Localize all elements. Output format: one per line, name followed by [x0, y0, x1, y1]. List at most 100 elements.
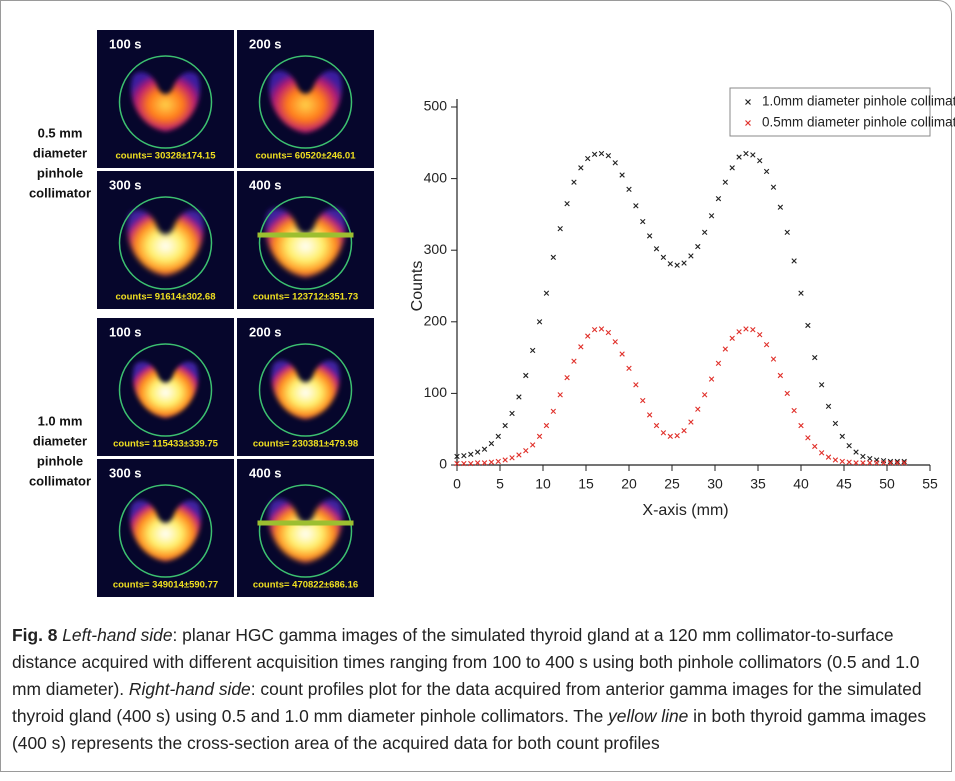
x-axis-label: X-axis (mm): [642, 502, 728, 519]
data-point: [708, 376, 715, 382]
data-point: [701, 229, 708, 235]
data-point: [626, 186, 632, 193]
data-point: [488, 440, 495, 447]
data-point: [750, 152, 756, 158]
data-point: [550, 408, 557, 414]
x-tick-label: 30: [707, 476, 723, 492]
data-point: [619, 172, 625, 178]
roi-circle: [258, 55, 353, 149]
data-point: [516, 394, 522, 400]
data-point: [543, 422, 550, 429]
data-point: [867, 455, 873, 462]
data-point: [564, 200, 570, 207]
data-point: [653, 246, 660, 252]
data-point: [585, 333, 591, 339]
data-point: [743, 326, 749, 332]
data-point: [667, 433, 673, 440]
caption-text: : planar HGC gamma images of the simulat…: [12, 625, 920, 699]
data-point: [605, 329, 612, 336]
data-point: [585, 155, 591, 162]
data-point: [640, 218, 646, 225]
data-point: [646, 233, 653, 239]
thyroid-image: [268, 498, 343, 563]
data-point: [454, 453, 460, 460]
roi-circle: [258, 196, 353, 290]
thyroid-image: [271, 360, 340, 420]
data-point: [660, 254, 667, 261]
thyroid-image: [130, 72, 201, 132]
data-point: [468, 451, 474, 457]
data-point: [674, 262, 680, 268]
tile-counts: counts= 115433±339.75: [113, 439, 218, 450]
data-point: [626, 365, 632, 372]
image-tile: 400 s counts= 123712±351.73: [237, 171, 374, 309]
caption: Fig. 8 Left-hand side: planar HGC gamma …: [12, 622, 944, 757]
data-point: [495, 433, 501, 440]
data-point: [853, 460, 859, 466]
tile-time: 400 s: [249, 177, 282, 192]
tile-time: 100 s: [109, 36, 142, 51]
data-point: [695, 406, 701, 412]
data-point: [591, 326, 598, 333]
data-point: [502, 457, 508, 463]
caption-text: Left-hand side: [62, 625, 173, 645]
x-tick-label: 35: [750, 476, 766, 492]
data-point: [860, 460, 866, 466]
data-point: [502, 422, 508, 429]
legend-label: 0.5mm diameter pinhole collimator: [762, 115, 955, 130]
data-point: [805, 435, 811, 441]
data-point: [757, 331, 763, 338]
data-point: [722, 179, 729, 185]
data-point: [770, 184, 777, 190]
image-tile: 100 s counts= 115433±339.75: [97, 318, 234, 456]
roi-circle: [118, 343, 213, 437]
data-point: [791, 258, 797, 264]
data-point: [536, 433, 543, 440]
thyroid-image: [269, 70, 342, 133]
legend-box: [729, 87, 931, 137]
data-point: [523, 447, 529, 454]
data-point: [812, 354, 818, 361]
tile-time: 400 s: [249, 465, 282, 480]
data-point: [578, 165, 584, 171]
data-point: [688, 419, 694, 425]
data-point: [715, 360, 722, 367]
image-panels: 0.5 mm diameter pinhole collimator 100 s coun…: [29, 30, 374, 597]
data-point: [715, 195, 722, 202]
data-point: [818, 382, 825, 388]
data-point: [571, 358, 577, 364]
data-point: [777, 372, 784, 379]
data-point: [901, 460, 907, 466]
data-point: [846, 442, 852, 449]
group-label: pinhole: [37, 165, 83, 180]
data-point: [509, 410, 515, 417]
data-point: [805, 322, 811, 329]
data-point: [757, 158, 763, 164]
x-tick-label: 25: [664, 476, 680, 492]
tile-counts: counts= 30328±174.15: [115, 151, 216, 162]
group-label: 0.5 mm: [38, 125, 83, 140]
data-point: [633, 382, 639, 388]
y-tick-label: 200: [424, 313, 448, 329]
data-point: [598, 326, 605, 332]
data-point: [578, 344, 584, 350]
image-tile: 200 s counts= 60520±246.01: [237, 30, 374, 168]
data-point: [798, 422, 804, 429]
x-tick-label: 15: [578, 476, 594, 492]
data-point: [488, 459, 495, 465]
data-point: [880, 458, 887, 464]
y-tick-label: 500: [424, 98, 448, 114]
data-point: [681, 427, 687, 434]
data-point: [839, 433, 845, 440]
thyroid-image: [265, 208, 346, 278]
data-point: [557, 226, 563, 232]
data-point: [743, 150, 749, 157]
data-point: [495, 458, 501, 465]
tile-time: 200 s: [249, 36, 282, 51]
data-point: [832, 420, 839, 427]
tile-counts: counts= 230381±479.98: [253, 439, 358, 450]
data-point: [612, 160, 618, 166]
data-point: [591, 151, 598, 157]
group-label: 1.0 mm: [38, 413, 83, 428]
x-tick-label: 10: [535, 476, 551, 492]
